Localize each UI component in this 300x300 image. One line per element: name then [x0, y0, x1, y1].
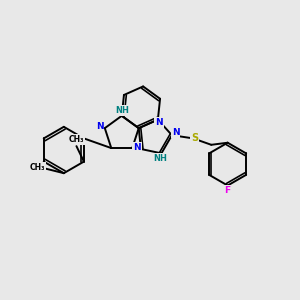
- Text: N: N: [134, 143, 141, 152]
- Text: NH: NH: [115, 106, 129, 115]
- Text: N: N: [96, 122, 103, 131]
- Text: N: N: [172, 128, 179, 137]
- Text: CH₃: CH₃: [30, 163, 45, 172]
- Text: S: S: [191, 133, 198, 143]
- Text: NH: NH: [153, 154, 167, 163]
- Text: F: F: [225, 186, 231, 195]
- Text: CH₃: CH₃: [69, 135, 84, 144]
- Text: N: N: [155, 118, 163, 127]
